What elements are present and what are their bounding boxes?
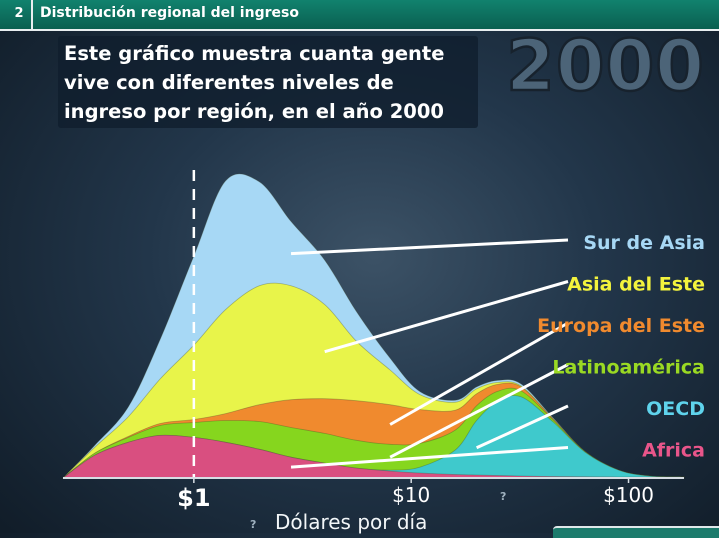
page-title: Distribución regional del ingreso — [40, 5, 299, 21]
x-tick-label: $1 — [177, 484, 210, 512]
legend-label-africa[interactable]: Africa — [642, 440, 705, 462]
legend: Sur de Asia Asia del Este Europa del Este L… — [537, 232, 705, 462]
step-number: 2 — [14, 6, 24, 21]
x-tick-label: $100 — [603, 483, 654, 507]
stacked-areas — [61, 173, 685, 479]
legend-label-europa-del-este[interactable]: Europa del Este — [537, 315, 705, 337]
header-bar: 2 Distribución regional del ingreso — [0, 0, 719, 31]
next-tab-button[interactable] — [553, 526, 719, 538]
legend-label-asia-del-este[interactable]: Asia del Este — [567, 274, 705, 296]
legend-label-oecd[interactable]: OECD — [646, 398, 705, 420]
area-africa — [61, 434, 685, 479]
leader-line — [290, 446, 569, 469]
leader-line — [389, 321, 569, 426]
x-axis: $1 $10 $100 — [63, 170, 684, 512]
x-tick-label: $10 — [392, 483, 430, 507]
legend-leader-lines — [290, 238, 569, 469]
legend-label-sur-de-asia[interactable]: Sur de Asia — [583, 232, 705, 254]
description-box: Este gráfico muestra cuanta gente vive c… — [58, 36, 478, 128]
header-divider — [31, 0, 33, 29]
x-axis-label: Dólares por día — [275, 510, 428, 534]
leader-line — [290, 238, 569, 256]
year-label: 2000 — [505, 25, 705, 108]
leader-line — [389, 363, 569, 459]
leader-line — [475, 404, 569, 450]
help-icon[interactable]: ? — [250, 518, 257, 531]
legend-label-latinoam-rica[interactable]: Latinoamérica — [552, 357, 705, 379]
leader-line — [324, 280, 569, 354]
help-icon[interactable]: ? — [500, 490, 507, 503]
